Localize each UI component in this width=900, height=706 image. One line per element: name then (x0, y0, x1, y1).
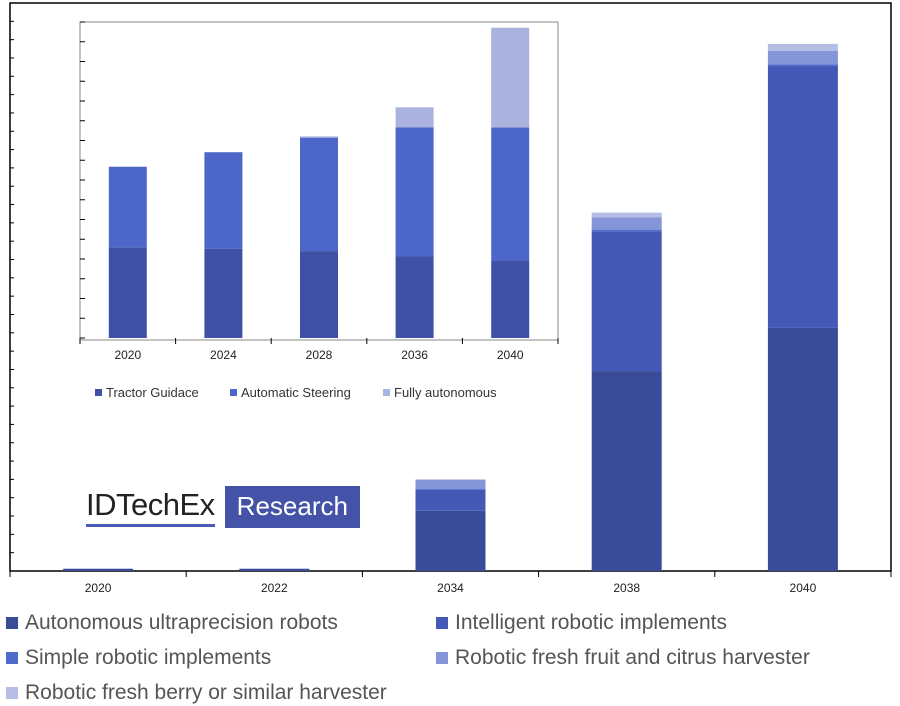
main-x-label-2022: 2022 (261, 581, 288, 595)
main-legend-swatch (436, 652, 448, 664)
inset-legend-swatch-tractor-guidace (95, 389, 102, 396)
main-x-axis-labels: 2020 2022 2034 2038 2040 (85, 581, 817, 595)
inset-legend-label-fully-autonomous: Fully autonomous (394, 385, 497, 400)
main-bar-autonomous-ultraprecision-robots-2040 (767, 327, 838, 571)
inset-bar-tractor-guidace-2040 (491, 260, 530, 338)
main-bar-autonomous-ultraprecision-robots-2022 (239, 568, 310, 571)
main-x-label-2040: 2040 (790, 581, 817, 595)
main-x-label-2038: 2038 (613, 581, 640, 595)
main-legend-swatch (436, 617, 448, 629)
main-bar-simple-robotic-implements-2040 (767, 64, 838, 67)
inset-legend-label-tractor-guidace: Tractor Guidace (106, 385, 199, 400)
main-bar-robotic-fresh-fruit-and-citrus-harvester-2034 (415, 479, 486, 489)
main-bar-intelligent-robotic-implements-2040 (767, 66, 838, 328)
inset-bar-fully-autonomous-2036 (395, 107, 434, 128)
inset-bar-automatic-steering-2028 (300, 137, 338, 252)
logo-research-tag: Research (224, 486, 360, 528)
main-legend-label: Robotic fresh fruit and citrus harvester (455, 646, 810, 669)
inset-bar-tractor-guidace-2036 (395, 256, 434, 338)
inset-x-label-2028: 2028 (306, 348, 333, 362)
inset-x-label-2040: 2040 (497, 348, 524, 362)
inset-x-label-2036: 2036 (401, 348, 428, 362)
main-bar-robotic-fresh-fruit-and-citrus-harvester-2040 (767, 50, 838, 65)
main-legend-label: Robotic fresh berry or similar harvester (25, 681, 387, 704)
main-bar-robotic-fresh-berry-or-similar-harvester-2038 (591, 212, 662, 218)
inset-y-axis-ticks (80, 21, 85, 339)
main-legend-label: Autonomous ultraprecision robots (25, 611, 338, 634)
inset-bar-automatic-steering-2024 (204, 152, 243, 249)
logo-name: IDTechEx (86, 487, 215, 527)
inset-bar-fully-autonomous-2028 (300, 136, 338, 138)
main-x-axis-ticks (9, 571, 892, 577)
main-bar-robotic-fresh-fruit-and-citrus-harvester-2038 (591, 217, 662, 230)
main-x-label-2020: 2020 (85, 581, 112, 595)
main-bar-autonomous-ultraprecision-robots-2034 (415, 510, 486, 571)
inset-bars (108, 27, 530, 338)
inset-legend-swatch-automatic-steering (230, 389, 237, 396)
main-legend-item-simple-robotic-implements: Simple robotic implements (6, 646, 271, 670)
inset-bar-fully-autonomous-2040 (491, 27, 530, 128)
inset-x-label-2024: 2024 (210, 348, 237, 362)
main-y-axis-ticks (10, 2, 14, 572)
inset-x-axis-ticks (79, 338, 559, 344)
main-bar-intelligent-robotic-implements-2038 (591, 231, 662, 372)
main-bar-autonomous-ultraprecision-robots-2020 (63, 568, 134, 571)
main-bar-intelligent-robotic-implements-2034 (415, 489, 486, 511)
main-bars (63, 43, 838, 571)
main-legend-item-intelligent-robotic-implements: Intelligent robotic implements (436, 611, 727, 635)
main-bar-robotic-fresh-berry-or-similar-harvester-2040 (767, 43, 838, 51)
inset-legend-swatch-fully-autonomous (383, 389, 390, 396)
inset-bar-automatic-steering-2040 (491, 127, 530, 261)
inset-bar-tractor-guidace-2020 (108, 247, 147, 338)
main-bar-simple-robotic-implements-2034 (415, 488, 486, 490)
inset-bar-tractor-guidace-2024 (204, 248, 243, 338)
main-legend-swatch (6, 687, 18, 699)
main-bar-simple-robotic-implements-2038 (591, 229, 662, 232)
inset-x-axis-labels: 2020 2024 2028 2036 2040 (114, 348, 523, 362)
main-legend-item-robotic-fresh-berry-or-similar-harvester: Robotic fresh berry or similar harvester (6, 681, 387, 705)
main-legend-item-autonomous-ultraprecision-robots: Autonomous ultraprecision robots (6, 611, 338, 635)
main-x-label-2034: 2034 (437, 581, 464, 595)
main-legend-swatch (6, 617, 18, 629)
inset-legend-label-automatic-steering: Automatic Steering (241, 385, 351, 400)
inset-legend: Tractor Guidace Automatic Steering Fully a… (95, 385, 497, 400)
main-legend-label: Intelligent robotic implements (455, 611, 727, 634)
inset-bar-automatic-steering-2036 (395, 127, 434, 257)
inset-bar-automatic-steering-2020 (108, 166, 147, 248)
idtechex-logo: IDTechEx Research (86, 486, 360, 528)
main-legend-label: Simple robotic implements (25, 646, 272, 669)
inset-x-label-2020: 2020 (114, 348, 141, 362)
main-legend-item-robotic-fresh-fruit-and-citrus-harvester: Robotic fresh fruit and citrus harvester (436, 646, 810, 670)
main-bar-autonomous-ultraprecision-robots-2038 (591, 371, 662, 571)
inset-bar-tractor-guidace-2028 (300, 251, 338, 338)
main-legend-swatch (6, 652, 18, 664)
